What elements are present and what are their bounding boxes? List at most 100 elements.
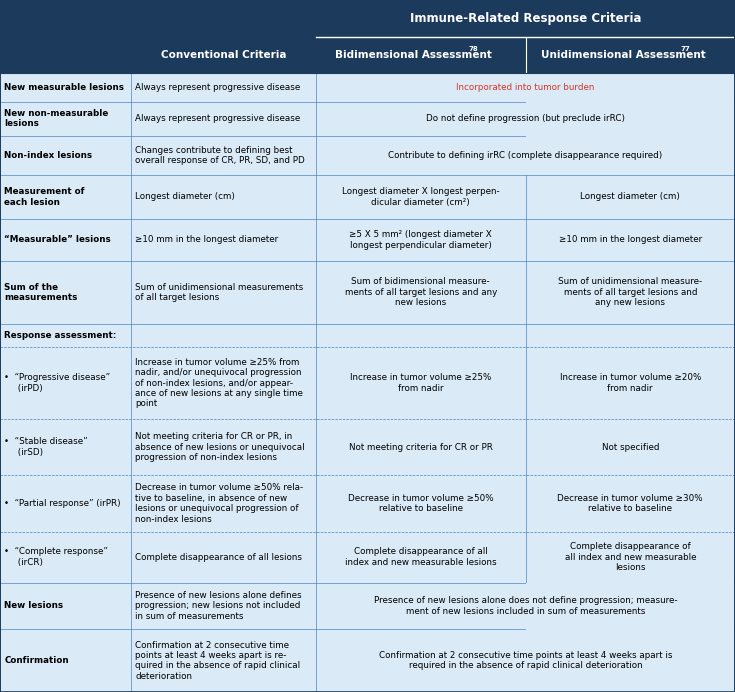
Bar: [0, 324, 131, 347]
Bar: [316, 102, 526, 136]
Bar: [316, 73, 526, 102]
Bar: [316, 324, 526, 347]
Text: Increase in tumor volume ≥25%
from nadir: Increase in tumor volume ≥25% from nadir: [350, 374, 492, 393]
Text: Not specified: Not specified: [601, 443, 659, 452]
Text: Confirmation at 2 consecutive time
points at least 4 weeks apart is re-
quired i: Confirmation at 2 consecutive time point…: [135, 641, 301, 681]
Bar: [526, 583, 735, 630]
Text: Do not define progression (but preclude irRC): Do not define progression (but preclude …: [426, 114, 625, 123]
Text: ≥10 mm in the longest diameter: ≥10 mm in the longest diameter: [135, 235, 279, 244]
Text: Not meeting criteria for CR or PR: Not meeting criteria for CR or PR: [349, 443, 492, 452]
Text: •  “Stable disease”
     (irSD): • “Stable disease” (irSD): [4, 437, 88, 457]
Bar: [526, 630, 735, 692]
Text: Contribute to defining irRC (complete disappearance required): Contribute to defining irRC (complete di…: [388, 151, 663, 160]
Text: Increase in tumor volume ≥25% from
nadir, and/or unequivocal progression
of non-: Increase in tumor volume ≥25% from nadir…: [135, 358, 303, 408]
Text: •  “Partial response” (irPR): • “Partial response” (irPR): [4, 499, 121, 508]
Bar: [0, 0, 131, 73]
Bar: [131, 219, 316, 261]
Text: Changes contribute to defining best
overall response of CR, PR, SD, and PD: Changes contribute to defining best over…: [135, 146, 305, 165]
Bar: [131, 324, 316, 347]
Text: Not meeting criteria for CR or PR, in
absence of new lesions or unequivocal
prog: Not meeting criteria for CR or PR, in ab…: [135, 432, 305, 462]
Bar: [131, 0, 316, 73]
Text: Always represent progressive disease: Always represent progressive disease: [135, 114, 301, 123]
Text: Confirmation at 2 consecutive time points at least 4 weeks apart is
required in : Confirmation at 2 consecutive time point…: [379, 651, 673, 671]
Bar: [131, 630, 316, 692]
Bar: [316, 531, 526, 583]
Text: Bidimensional Assessment: Bidimensional Assessment: [335, 51, 492, 60]
Bar: [526, 136, 735, 175]
Text: Conventional Criteria: Conventional Criteria: [161, 51, 286, 60]
Text: Sum of unidimensional measurements
of all target lesions: Sum of unidimensional measurements of al…: [135, 282, 304, 302]
Text: Measurement of
each lesion: Measurement of each lesion: [4, 188, 85, 207]
Bar: [526, 583, 735, 630]
Bar: [0, 73, 131, 102]
Bar: [526, 324, 735, 347]
Bar: [0, 419, 131, 475]
Text: Longest diameter (cm): Longest diameter (cm): [135, 192, 235, 201]
Bar: [316, 630, 526, 692]
Bar: [131, 136, 316, 175]
Bar: [0, 219, 131, 261]
Text: Non-index lesions: Non-index lesions: [4, 151, 93, 160]
Text: New non-measurable
lesions: New non-measurable lesions: [4, 109, 109, 129]
Text: Sum of unidimensional measure-
ments of all target lesions and
any new lesions: Sum of unidimensional measure- ments of …: [558, 277, 703, 307]
Text: New lesions: New lesions: [4, 601, 63, 610]
Bar: [316, 583, 526, 630]
Text: Increase in tumor volume ≥20%
from nadir: Increase in tumor volume ≥20% from nadir: [559, 374, 701, 393]
Bar: [316, 419, 526, 475]
Bar: [526, 136, 735, 175]
Text: Sum of the
measurements: Sum of the measurements: [4, 282, 78, 302]
Text: 77: 77: [680, 46, 690, 52]
Bar: [131, 419, 316, 475]
Bar: [526, 37, 735, 73]
Text: Always represent progressive disease: Always represent progressive disease: [135, 83, 301, 92]
Text: New measurable lesions: New measurable lesions: [4, 83, 124, 92]
Bar: [131, 261, 316, 324]
Text: Decrease in tumor volume ≥30%
relative to baseline: Decrease in tumor volume ≥30% relative t…: [557, 494, 703, 513]
Bar: [316, 175, 526, 219]
Bar: [526, 219, 735, 261]
Text: Longest diameter X longest perpen-
dicular diameter (cm²): Longest diameter X longest perpen- dicul…: [342, 188, 500, 207]
Bar: [316, 475, 526, 531]
Text: Presence of new lesions alone does not define progression; measure-
ment of new : Presence of new lesions alone does not d…: [374, 597, 677, 616]
Bar: [526, 73, 735, 102]
Text: Decrease in tumor volume ≥50% rela-
tive to baseline, in absence of new
lesions : Decrease in tumor volume ≥50% rela- tive…: [135, 484, 304, 524]
Bar: [526, 531, 735, 583]
Text: Sum of bidimensional measure-
ments of all target lesions and any
new lesions: Sum of bidimensional measure- ments of a…: [345, 277, 497, 307]
Bar: [131, 583, 316, 630]
Text: Complete disappearance of all
index and new measurable lesions: Complete disappearance of all index and …: [345, 547, 497, 567]
Bar: [526, 419, 735, 475]
Bar: [131, 347, 316, 419]
Text: Incorporated into tumor burden: Incorporated into tumor burden: [456, 83, 595, 92]
Bar: [0, 630, 131, 692]
Bar: [526, 630, 735, 692]
Bar: [526, 102, 735, 136]
Bar: [316, 136, 526, 175]
Bar: [0, 531, 131, 583]
Bar: [131, 175, 316, 219]
Text: Unidimensional Assessment: Unidimensional Assessment: [540, 51, 706, 60]
Text: Response assessment:: Response assessment:: [4, 331, 117, 340]
Text: Longest diameter (cm): Longest diameter (cm): [581, 192, 680, 201]
Text: ≥10 mm in the longest diameter: ≥10 mm in the longest diameter: [559, 235, 702, 244]
Bar: [316, 219, 526, 261]
Text: Immune-Related Response Criteria: Immune-Related Response Criteria: [410, 12, 641, 25]
Text: Decrease in tumor volume ≥50%
relative to baseline: Decrease in tumor volume ≥50% relative t…: [348, 494, 494, 513]
Bar: [316, 0, 735, 37]
Text: Presence of new lesions alone defines
progression; new lesions not included
in s: Presence of new lesions alone defines pr…: [135, 591, 302, 621]
Bar: [526, 475, 735, 531]
Bar: [526, 261, 735, 324]
Bar: [131, 475, 316, 531]
Bar: [316, 37, 526, 73]
Text: Complete disappearance of
all index and new measurable
lesions: Complete disappearance of all index and …: [564, 543, 696, 572]
Text: •  “Complete response”
     (irCR): • “Complete response” (irCR): [4, 547, 108, 567]
Bar: [0, 136, 131, 175]
Bar: [0, 175, 131, 219]
Text: ≥5 X 5 mm² (longest diameter X
longest perpendicular diameter): ≥5 X 5 mm² (longest diameter X longest p…: [349, 230, 492, 250]
Bar: [131, 531, 316, 583]
Text: 78: 78: [468, 46, 478, 52]
Bar: [526, 73, 735, 102]
Bar: [526, 175, 735, 219]
Text: Complete disappearance of all lesions: Complete disappearance of all lesions: [135, 553, 302, 562]
Bar: [0, 583, 131, 630]
Bar: [131, 102, 316, 136]
